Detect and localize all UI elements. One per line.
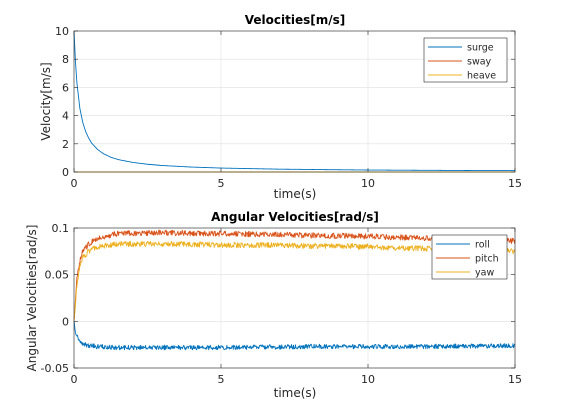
- angular-ylabel: Angular Velocities[rad/s]: [25, 225, 39, 372]
- velocities-legend-label-heave: heave: [467, 71, 496, 82]
- velocities-ytick-label: 2: [62, 138, 69, 151]
- velocities-legend-label-sway: sway: [467, 57, 492, 68]
- angular-xlabel: time(s): [274, 386, 317, 400]
- angular-ytick-label: -0.05: [41, 362, 69, 375]
- angular-series-roll: [73, 321, 516, 351]
- angular-ytick-label: 0.1: [52, 222, 70, 235]
- angular-legend-label-pitch: pitch: [475, 254, 499, 265]
- angular-xtick-label: 15: [508, 373, 522, 386]
- angular-ytick-label: 0: [62, 315, 69, 328]
- velocities-xtick-label: 10: [361, 177, 375, 190]
- velocities-ytick-label: 4: [62, 110, 69, 123]
- velocities-axes-box: [73, 30, 516, 173]
- velocities-series-surge: [73, 30, 515, 172]
- velocities-xlabel: time(s): [274, 187, 317, 201]
- velocities-xtick-label: 15: [508, 177, 522, 190]
- velocities-title: Velocities[m/s]: [245, 13, 345, 27]
- velocities-ticks: 0 5 10 15 0 2 4 6 8 10: [55, 25, 522, 190]
- angular-xtick-label: 0: [71, 373, 78, 386]
- velocities-ytick-label: 10: [55, 25, 69, 38]
- velocities-legend: surge sway heave: [423, 37, 508, 83]
- velocities-ytick-label: 8: [62, 53, 69, 66]
- velocities-ytick-label: 6: [62, 81, 69, 94]
- velocities-plot: 0 5 10 15 0 2 4 6 8 10 Velocities[m/s] time(s) Ve…: [39, 13, 522, 201]
- angular-ytick-label: 0.05: [45, 269, 70, 282]
- angular-legend: roll pitch yaw: [431, 234, 508, 280]
- velocities-ylabel: Velocity[m/s]: [39, 62, 53, 140]
- angular-legend-label-yaw: yaw: [475, 268, 494, 279]
- angular-xtick-label: 10: [361, 373, 375, 386]
- velocities-xtick-label: 0: [71, 177, 78, 190]
- angular-legend-label-roll: roll: [475, 240, 490, 251]
- velocities-xtick-label: 5: [218, 177, 225, 190]
- angular-axes-box: [73, 227, 516, 369]
- angular-title: Angular Velocities[rad/s]: [211, 210, 379, 224]
- angular-xtick-label: 5: [218, 373, 225, 386]
- velocities-legend-label-surge: surge: [467, 43, 494, 54]
- velocities-ytick-label: 0: [62, 166, 69, 179]
